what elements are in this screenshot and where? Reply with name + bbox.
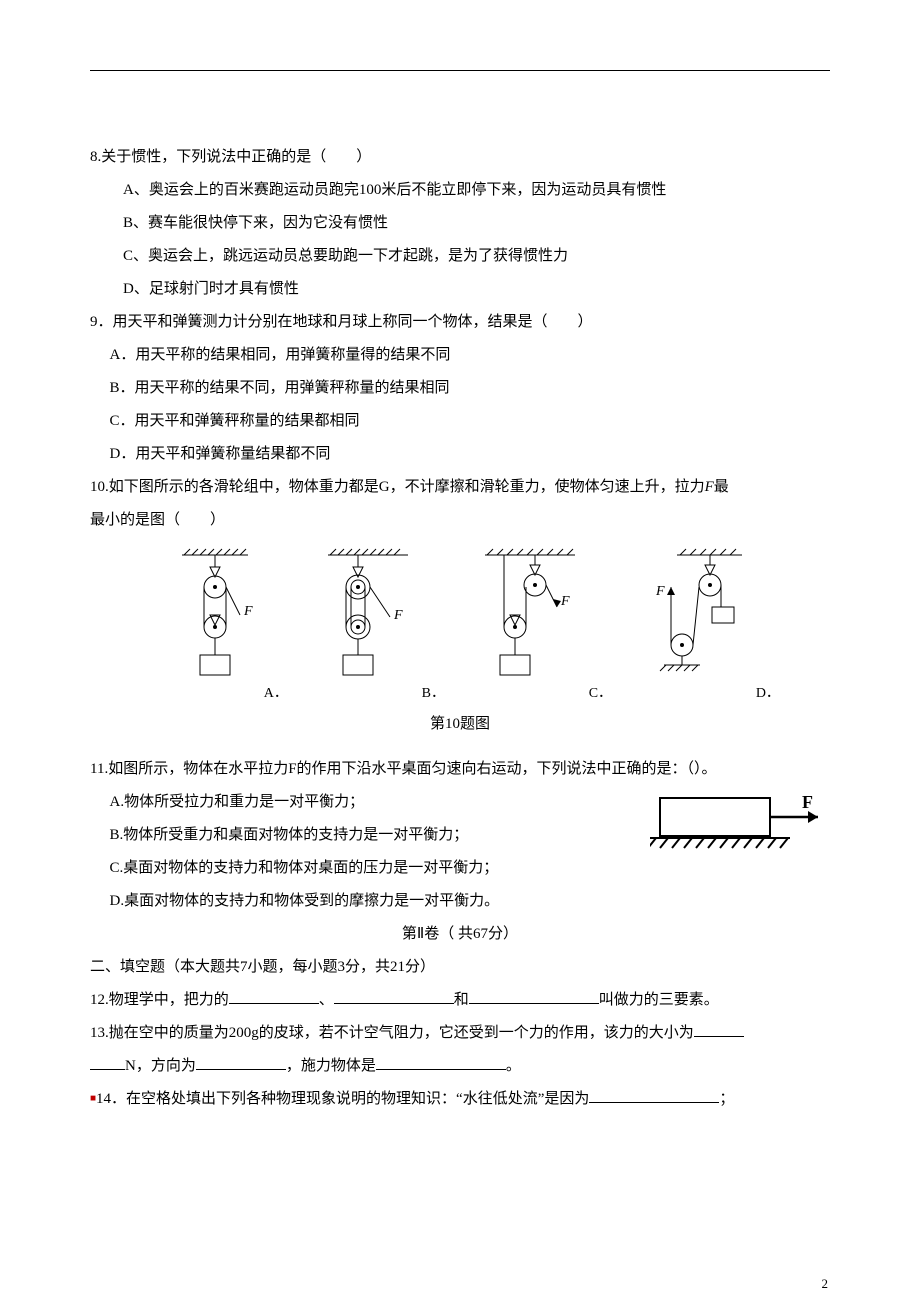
pulley-diagram-c: F [475,547,585,697]
q8-option-a: A、奥运会上的百米赛跑运动员跑完100米后不能立即停下来，因为运动员具有惯性 [90,174,830,207]
q14-a: 14．在空格处填出下列各种物理现象说明的物理知识：“水往低处流”是因为 [96,1091,589,1107]
q10-stem-line1: 10.如下图所示的各滑轮组中，物体重力都是G，不计摩擦和滑轮重力，使物体匀速上升… [90,471,830,504]
q11-stem: 11.如图所示，物体在水平拉力F的作用下沿水平桌面匀速向右运动，下列说法中正确的… [90,753,830,786]
q12-line: 12.物理学中，把力的 、 和 叫做力的三要素。 [90,984,830,1017]
pulley-diagram-b: F [318,547,418,697]
q10-fig-b: F B． [318,547,445,702]
q10-fig-d: F D． [642,547,780,702]
blank [469,988,599,1004]
q10-label-b: B． [422,682,445,702]
q8-option-d: D、足球射门时才具有惯性 [90,273,830,306]
q10-fig-c: F C． [475,547,612,702]
q12-a: 12.物理学中，把力的 [90,992,229,1008]
blank [196,1054,286,1070]
q9-option-d: D．用天平和弹簧称量结果都不同 [90,438,830,471]
q12-b: 、 [319,992,334,1008]
blank [589,1087,719,1103]
page-number: 2 [822,1276,829,1292]
q12-d: 叫做力的三要素。 [599,992,719,1008]
svg-text:F: F [560,594,570,609]
q10-stem-a: 10.如下图所示的各滑轮组中，物体重力都是G，不计摩擦和滑轮重力，使物体匀速上升… [90,479,705,495]
q9-option-c: C．用天平和弹簧秤称量的结果都相同 [90,405,830,438]
q10-caption: 第10题图 [90,708,830,741]
q10-fig-a: F A． [170,547,288,702]
blank [334,988,454,1004]
q13-d: 。 [506,1058,521,1074]
block-on-table-diagram: F [650,790,830,860]
page: 8.关于惯性，下列说法中正确的是（ ） A、奥运会上的百米赛跑运动员跑完100米… [0,0,920,1310]
spacer [90,71,830,141]
q9-option-a: A．用天平称的结果相同，用弹簧称量得的结果不同 [90,339,830,372]
blank [90,1054,125,1070]
q10-label-c: C． [589,682,612,702]
section2-title: 第Ⅱ卷（ 共67分） [90,918,830,951]
q14-line: ■14．在空格处填出下列各种物理现象说明的物理知识：“水往低处流”是因为； [90,1083,830,1116]
q13-line2: N，方向为 ，施力物体是 。 [90,1050,830,1083]
q13-line1: 13.抛在空中的质量为200g的皮球，若不计空气阻力，它还受到一个力的作用，该力… [90,1017,830,1050]
part2-heading: 二、填空题（本大题共7小题，每小题3分，共21分） [90,951,830,984]
q12-c: 和 [454,992,469,1008]
q13-b: N，方向为 [125,1058,196,1074]
q8-option-c: C、奥运会上，跳远运动员总要助跑一下才起跳，是为了获得惯性力 [90,240,830,273]
q11-figure: F [650,790,830,865]
q11-option-d: D.桌面对物体的支持力和物体受到的摩擦力是一对平衡力。 [90,885,830,918]
blank [376,1054,506,1070]
q8-stem: 8.关于惯性，下列说法中正确的是（ ） [90,141,830,174]
blank [229,988,319,1004]
q10-label-a: A． [264,682,288,702]
force-label: F [802,792,813,812]
q10-figures: F A． [90,547,830,702]
q8-option-b: B、赛车能很快停下来，因为它没有惯性 [90,207,830,240]
svg-text:F: F [393,608,403,623]
pulley-diagram-a: F [170,547,260,697]
svg-text:F: F [243,604,253,619]
q9-stem: 9．用天平和弹簧测力计分别在地球和月球上称同一个物体，结果是（ ） [90,306,830,339]
q13-c: ，施力物体是 [286,1058,376,1074]
pulley-diagram-d: F [642,547,752,697]
q9-option-b: B．用天平称的结果不同，用弹簧秤称量的结果相同 [90,372,830,405]
q14-b: ； [719,1091,734,1107]
q10-stem-line2: 最小的是图（ ） [90,504,830,537]
q13-a: 13.抛在空中的质量为200g的皮球，若不计空气阻力，它还受到一个力的作用，该力… [90,1025,694,1041]
svg-text:F: F [655,584,665,599]
q10-label-d: D． [756,682,780,702]
blank [694,1021,744,1037]
